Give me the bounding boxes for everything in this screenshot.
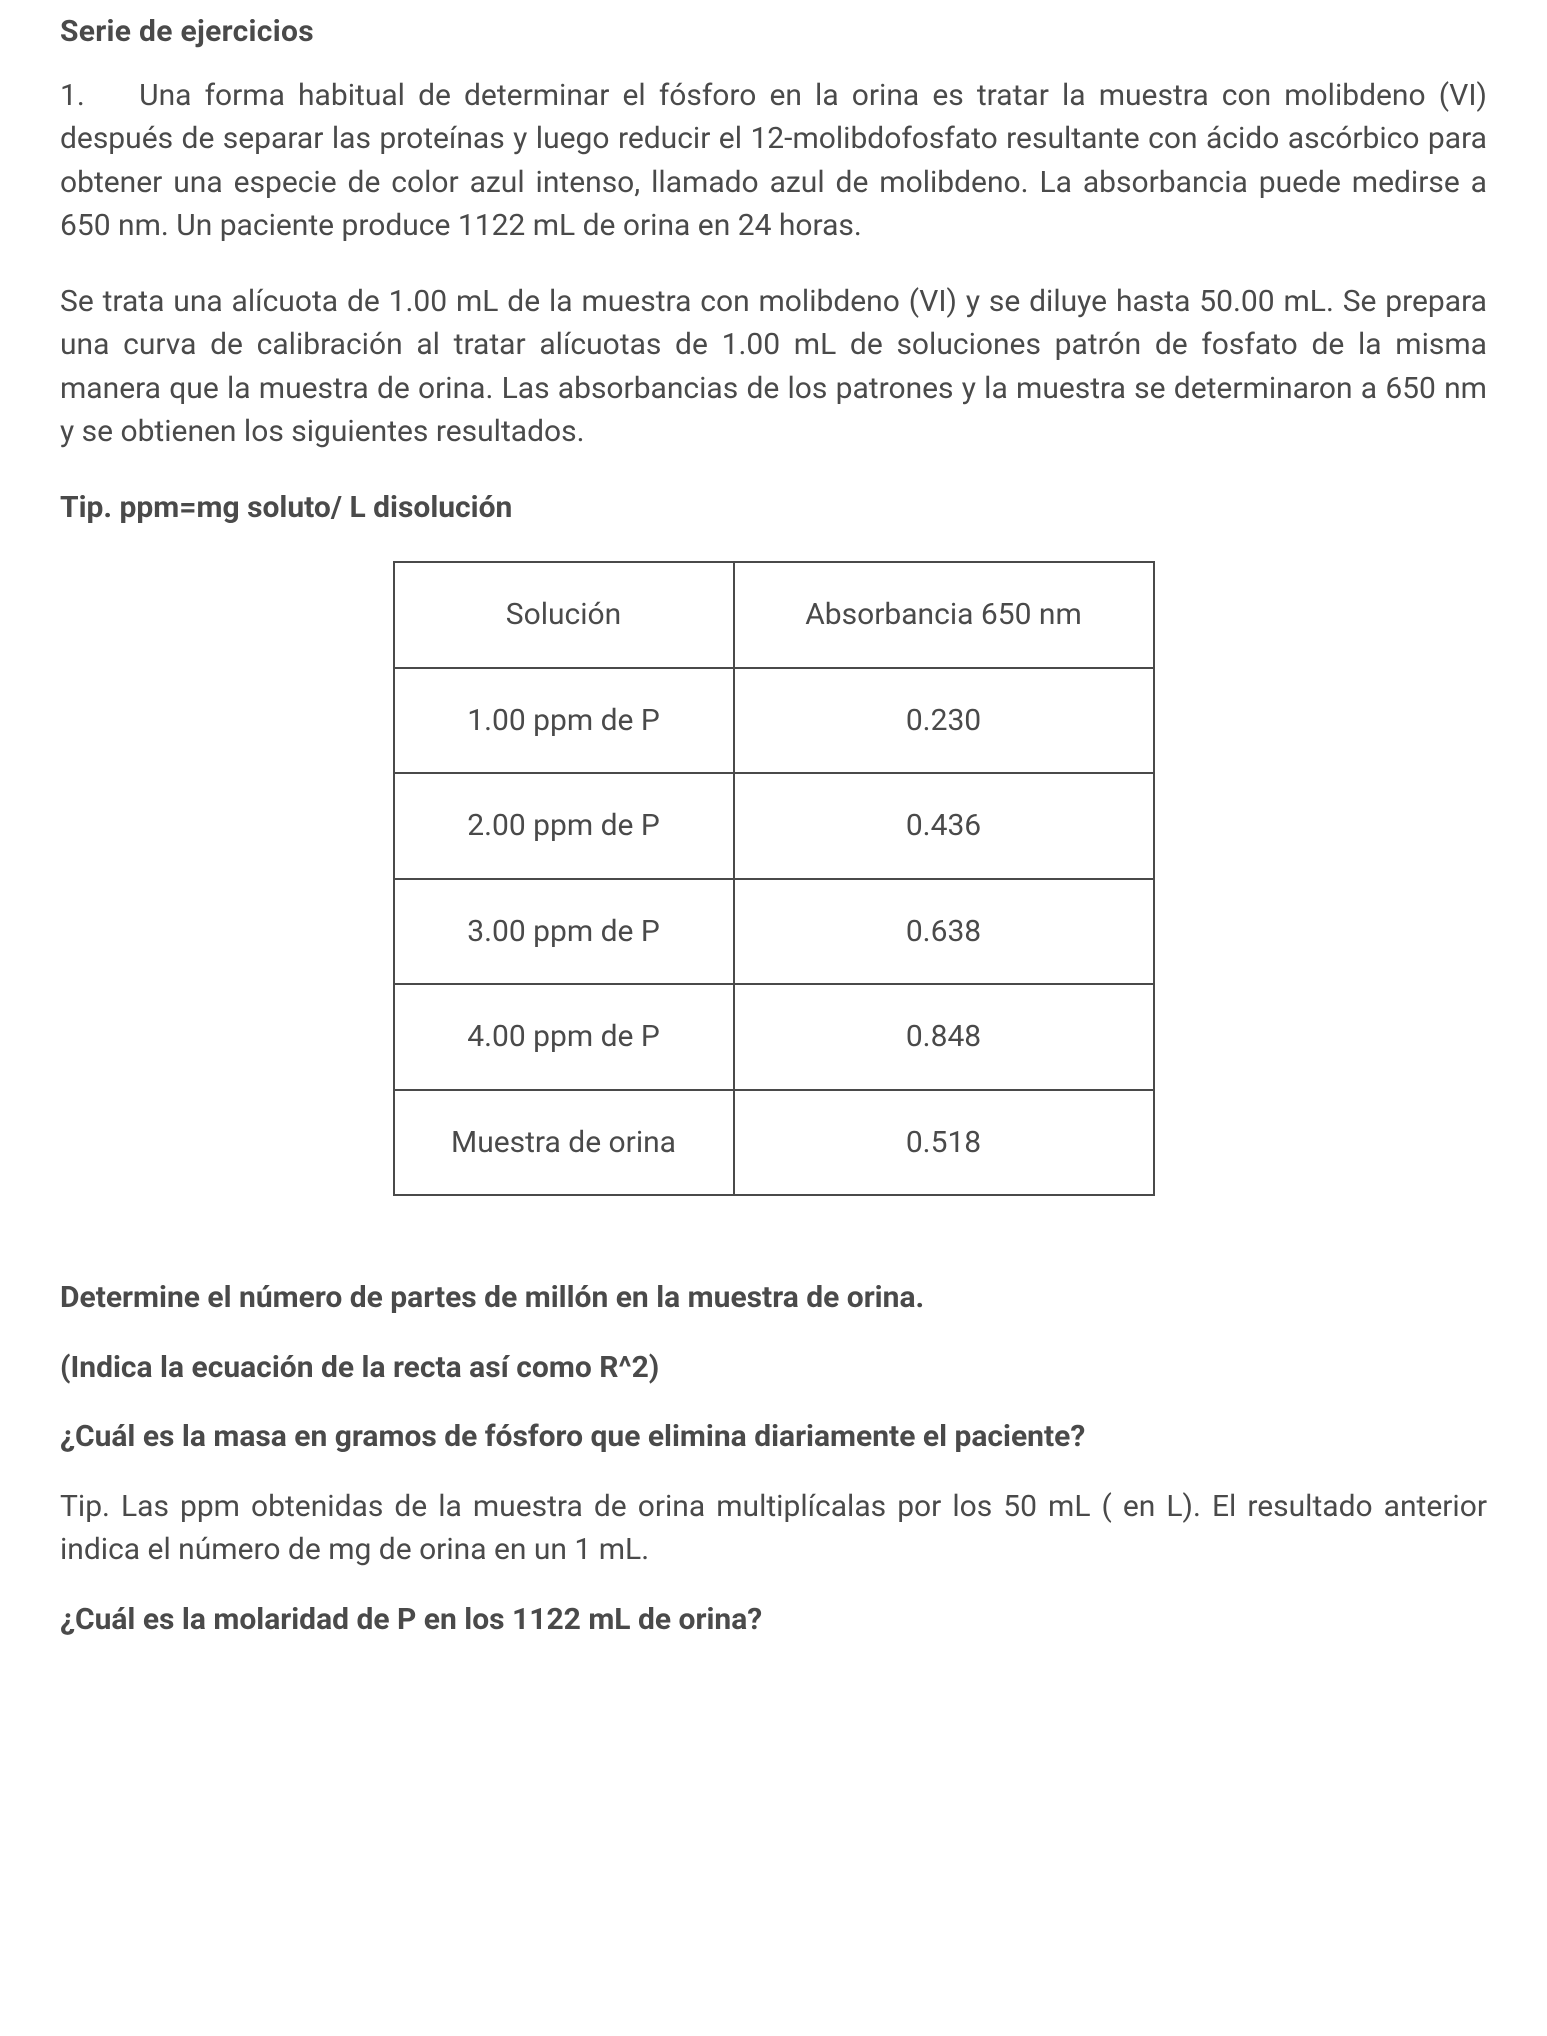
- question-4: ¿Cuál es la molaridad de P en los 1122 m…: [60, 1598, 1487, 1642]
- section-header: Serie de ejercicios: [60, 10, 1487, 54]
- paragraph-1-text: Una forma habitual de determinar el fósf…: [60, 78, 1487, 244]
- calibration-table: Solución Absorbancia 650 nm 1.00 ppm de …: [393, 561, 1155, 1196]
- cell-solucion: 3.00 ppm de P: [394, 879, 734, 985]
- table-row: Muestra de orina 0.518: [394, 1090, 1154, 1196]
- tip-line: Tip. ppm=mg soluto/ L disolución: [60, 486, 1487, 530]
- table-row: 3.00 ppm de P 0.638: [394, 879, 1154, 985]
- table-header-row: Solución Absorbancia 650 nm: [394, 562, 1154, 668]
- question-3: ¿Cuál es la masa en gramos de fósforo qu…: [60, 1415, 1487, 1459]
- question-1: Determine el número de partes de millón …: [60, 1276, 1487, 1320]
- table-row: 2.00 ppm de P 0.436: [394, 773, 1154, 879]
- cell-absorbancia: 0.848: [734, 984, 1154, 1090]
- cell-solucion: 4.00 ppm de P: [394, 984, 734, 1090]
- cell-absorbancia: 0.230: [734, 668, 1154, 774]
- table-row: 4.00 ppm de P 0.848: [394, 984, 1154, 1090]
- tip-2: Tip. Las ppm obtenidas de la muestra de …: [60, 1485, 1487, 1572]
- paragraph-2: Se trata una alícuota de 1.00 mL de la m…: [60, 280, 1487, 454]
- question-2: (Indica la ecuación de la recta así como…: [60, 1346, 1487, 1390]
- cell-absorbancia: 0.518: [734, 1090, 1154, 1196]
- cell-absorbancia: 0.436: [734, 773, 1154, 879]
- col-header-absorbancia: Absorbancia 650 nm: [734, 562, 1154, 668]
- cell-solucion: 1.00 ppm de P: [394, 668, 734, 774]
- table-row: 1.00 ppm de P 0.230: [394, 668, 1154, 774]
- cell-solucion: Muestra de orina: [394, 1090, 734, 1196]
- col-header-solucion: Solución: [394, 562, 734, 668]
- problem-number: 1.: [60, 74, 126, 118]
- cell-absorbancia: 0.638: [734, 879, 1154, 985]
- cell-solucion: 2.00 ppm de P: [394, 773, 734, 879]
- paragraph-1: 1. Una forma habitual de determinar el f…: [60, 74, 1487, 248]
